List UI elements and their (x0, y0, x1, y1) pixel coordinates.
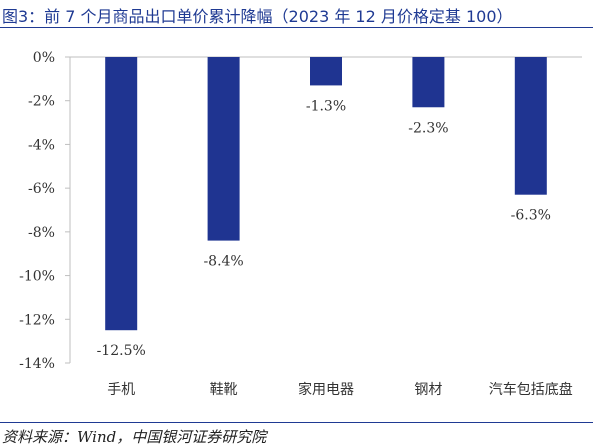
y-tick-label: -6% (28, 181, 55, 197)
bar (412, 57, 445, 108)
data-label: -1.3% (306, 98, 346, 114)
bar (207, 57, 240, 241)
y-tick-label: -2% (28, 94, 55, 110)
data-label: -12.5% (97, 343, 146, 359)
x-tick-label: 汽车包括底盘 (489, 381, 573, 398)
y-tick-label: -12% (19, 312, 55, 328)
y-tick-label: 0% (33, 50, 55, 66)
bar (310, 57, 342, 86)
bar (105, 57, 138, 331)
y-tick-label: -14% (19, 356, 55, 372)
data-label: -8.4% (203, 254, 243, 270)
chart-title: 图3：前 7 个月商品出口单价累计降幅（2023 年 12 月价格定基 100） (2, 7, 513, 26)
x-tick-label: 鞋靴 (210, 382, 238, 398)
bar-chart: 0% -2% -4% -6% -8% -10% -12% -14% -12.5% 手机 -8.4% 鞋… (19, 50, 582, 398)
footer-divider (0, 422, 593, 423)
data-label: -2.3% (408, 120, 448, 136)
y-tick-label: -4% (28, 137, 55, 153)
y-tick-label: -8% (28, 225, 55, 241)
x-tick-label: 家用电器 (298, 381, 354, 398)
y-tick-label: -10% (19, 269, 55, 285)
source-note: 资料来源：Wind，中国银河证券研究院 (2, 428, 267, 446)
data-label: -6.3% (511, 208, 551, 224)
x-tick-label: 钢材 (414, 382, 442, 398)
title-divider (0, 27, 593, 28)
x-tick-label: 手机 (107, 382, 135, 398)
bar (514, 57, 547, 195)
